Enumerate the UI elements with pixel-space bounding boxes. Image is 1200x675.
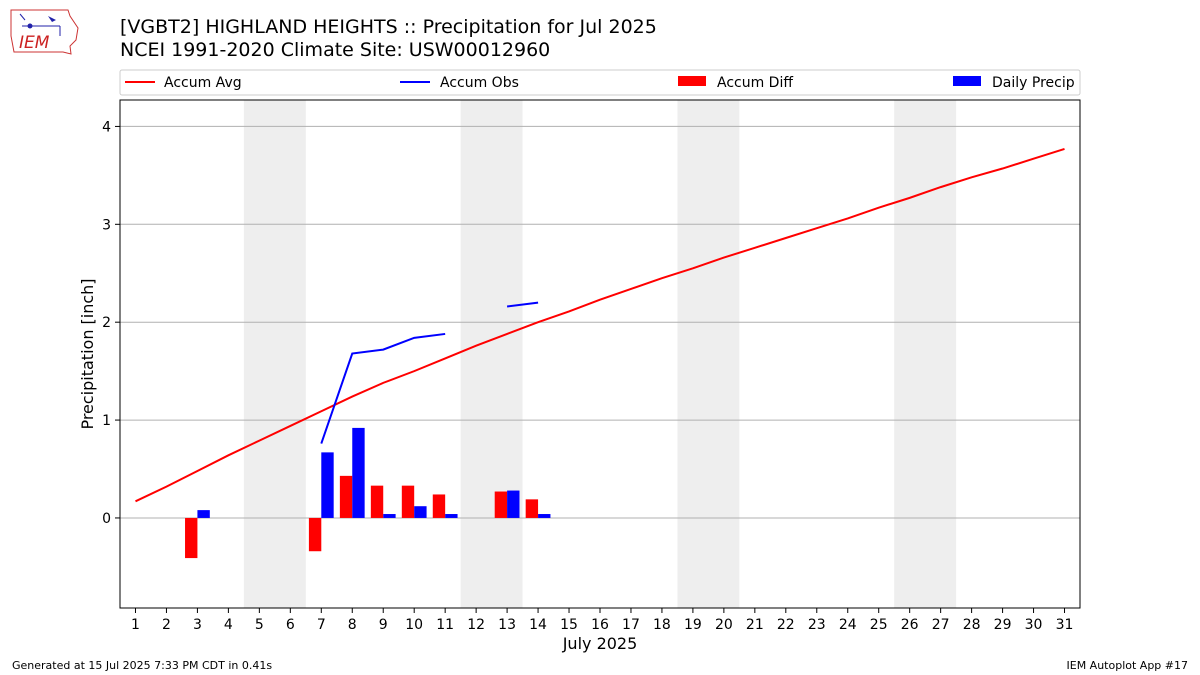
accum-diff-bar: [308, 517, 322, 552]
weekend-band: [677, 100, 740, 608]
lines: [135, 147, 1065, 503]
grid-lines: [120, 125, 1080, 519]
x-tick-label: 21: [746, 617, 764, 633]
x-tick-label: 23: [808, 617, 826, 633]
legend: Accum Avg Accum Obs Accum Diff Daily Pre…: [119, 69, 1081, 96]
bars: [185, 427, 551, 559]
x-tick-label: 2: [162, 617, 171, 633]
legend-accum-diff-swatch: [678, 76, 706, 86]
weekend-band: [243, 100, 306, 608]
y-axis-ticks: 0 1 2 3 4: [102, 119, 120, 527]
x-tick-label: 6: [286, 617, 295, 633]
x-tick-label: 11: [436, 617, 454, 633]
x-tick-label: 17: [622, 617, 640, 633]
daily-precip-bar: [445, 514, 458, 518]
chart-title: [VGBT2] HIGHLAND HEIGHTS :: Precipitatio…: [120, 16, 657, 38]
x-tick-label: 14: [529, 617, 547, 633]
generated-timestamp: Generated at 15 Jul 2025 7:33 PM CDT in …: [12, 659, 273, 672]
x-tick-label: 16: [591, 617, 609, 633]
x-tick-label: 1: [131, 617, 140, 633]
x-tick-label: 20: [715, 617, 733, 633]
chart-subtitle: NCEI 1991-2020 Climate Site: USW00012960: [120, 39, 551, 61]
weekend-band: [894, 100, 957, 608]
x-tick-label: 25: [870, 617, 888, 633]
x-axis-ticks: 1 2 3 4 5 6 7 8 9 10 11 12 13 14 15 16 17 18 19 20 21 22 23 24 2…: [131, 608, 1073, 633]
x-tick-label: 10: [405, 617, 423, 633]
x-tick-label: 8: [348, 617, 357, 633]
plot-frame: [119, 99, 1081, 609]
daily-precip-bar: [383, 514, 396, 518]
x-tick-label: 28: [963, 617, 981, 633]
y-tick-label: 1: [102, 413, 111, 429]
daily-precip-bar: [352, 427, 365, 518]
x-tick-label: 18: [653, 617, 671, 633]
x-tick-label: 24: [839, 617, 857, 633]
x-tick-label: 29: [994, 617, 1012, 633]
legend-daily-precip-swatch: [953, 76, 981, 86]
x-tick-label: 26: [901, 617, 919, 633]
y-tick-label: 3: [102, 217, 111, 233]
legend-accum-obs-label: Accum Obs: [440, 75, 519, 91]
weekend-band: [460, 100, 523, 608]
legend-daily-precip-label: Daily Precip: [992, 75, 1075, 91]
y-tick-label: 0: [102, 511, 111, 527]
x-tick-label: 9: [379, 617, 388, 633]
accum-avg-line: [135, 147, 1065, 503]
x-tick-label: 30: [1025, 617, 1043, 633]
x-tick-label: 15: [560, 617, 578, 633]
accum-diff-bar: [370, 485, 384, 518]
y-tick-label: 4: [102, 119, 111, 135]
x-tick-label: 19: [684, 617, 702, 633]
logo-text: IEM: [19, 33, 50, 53]
daily-precip-bar: [507, 490, 520, 518]
daily-precip-bar: [538, 514, 551, 518]
iem-logo-icon: IEM: [10, 9, 79, 55]
x-tick-label: 5: [255, 617, 264, 633]
legend-accum-avg-label: Accum Avg: [164, 75, 242, 91]
y-axis-label: Precipitation [inch]: [78, 278, 97, 429]
legend-box: [119, 69, 1081, 96]
x-tick-label: 27: [932, 617, 950, 633]
accum-obs-line: [506, 301, 539, 308]
x-tick-label: 22: [777, 617, 795, 633]
x-tick-label: 13: [498, 617, 516, 633]
x-axis-label: July 2025: [562, 634, 638, 653]
x-tick-label: 12: [467, 617, 485, 633]
daily-precip-bar: [197, 510, 210, 518]
daily-precip-bar: [321, 452, 334, 518]
accum-diff-bar: [339, 475, 353, 518]
legend-accum-diff-label: Accum Diff: [717, 75, 793, 91]
daily-precip-bar: [414, 506, 427, 518]
autoplot-app-label: IEM Autoplot App #17: [1066, 659, 1189, 672]
weekend-shading: [243, 100, 957, 608]
x-tick-label: 31: [1056, 617, 1074, 633]
accum-diff-bar: [494, 491, 508, 518]
x-tick-label: 4: [224, 617, 233, 633]
x-tick-label: 3: [193, 617, 202, 633]
accum-diff-bar: [525, 499, 539, 518]
accum-obs-line: [320, 332, 446, 444]
accum-diff-bar: [401, 485, 415, 518]
accum-diff-bar: [432, 494, 446, 518]
x-tick-label: 7: [317, 617, 326, 633]
accum-diff-bar: [185, 517, 198, 559]
y-tick-label: 2: [102, 315, 111, 331]
